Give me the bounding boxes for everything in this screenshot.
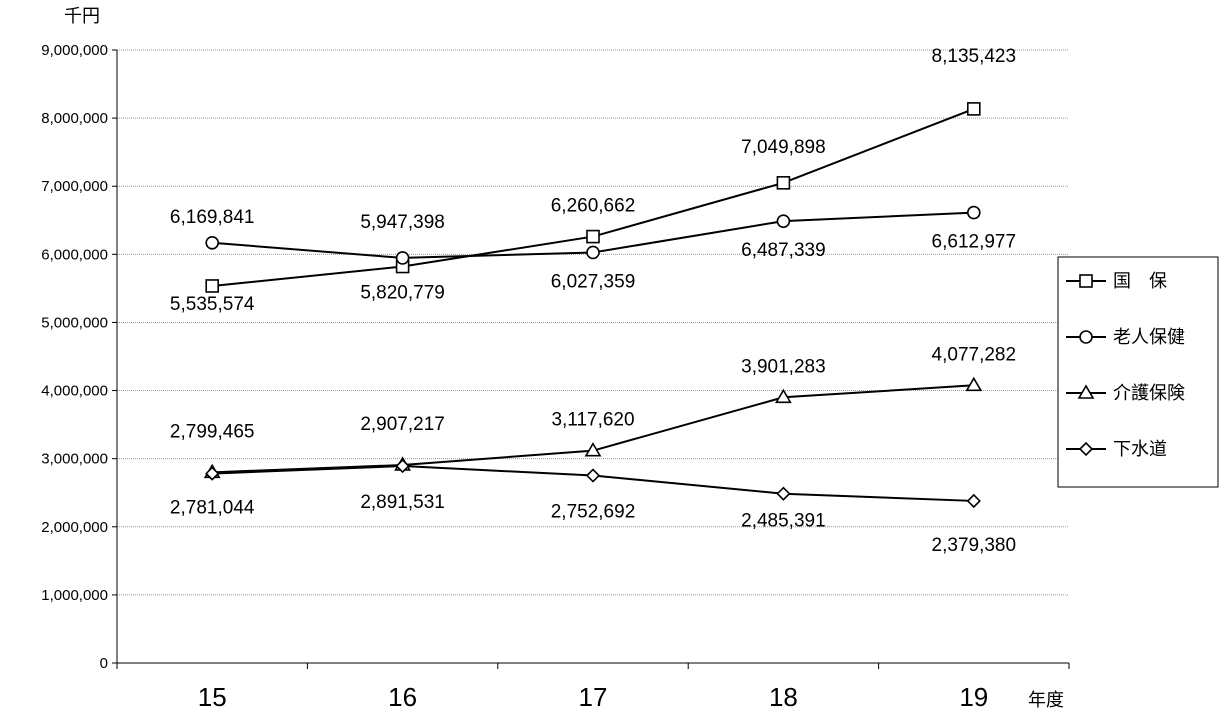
data-point bbox=[584, 442, 602, 457]
data-point bbox=[395, 251, 410, 265]
legend-marker bbox=[1079, 330, 1093, 344]
data-label: 6,487,339 bbox=[741, 240, 826, 261]
y-tick-label: 1,000,000 bbox=[41, 587, 108, 604]
data-point bbox=[205, 279, 219, 293]
grid-lines bbox=[117, 49, 1069, 596]
legend-label: 下水道 bbox=[1113, 439, 1167, 459]
data-labels: 5,535,574 5,820,779 6,260,662 7,049,898 8,13… bbox=[170, 46, 1016, 556]
data-label: 3,901,283 bbox=[741, 356, 826, 377]
legend-label: 介護保険 bbox=[1113, 383, 1185, 403]
legend-marker bbox=[1077, 384, 1095, 399]
legend-item: 国 保 bbox=[1066, 271, 1167, 291]
data-label: 5,947,398 bbox=[360, 212, 445, 233]
axes bbox=[112, 49, 1070, 669]
data-label: 2,891,531 bbox=[360, 492, 445, 513]
data-point bbox=[966, 493, 981, 509]
data-point bbox=[205, 466, 220, 481]
data-point bbox=[395, 458, 410, 474]
y-tick-label: 7,000,000 bbox=[41, 178, 108, 195]
series-4 bbox=[205, 458, 981, 509]
data-point bbox=[966, 102, 981, 116]
data-label: 6,260,662 bbox=[551, 196, 636, 217]
y-axis-unit: 千円 bbox=[64, 6, 100, 26]
x-axis-unit: 年度 bbox=[1028, 690, 1064, 710]
x-tick-label: 15 bbox=[198, 682, 227, 712]
legend-item: 介護保険 bbox=[1066, 383, 1185, 403]
y-tick-label: 4,000,000 bbox=[41, 383, 108, 400]
data-point bbox=[775, 388, 792, 404]
data-label: 2,752,692 bbox=[551, 502, 636, 523]
data-point bbox=[585, 468, 601, 483]
data-point bbox=[776, 214, 791, 228]
data-point bbox=[586, 229, 600, 244]
data-point bbox=[205, 235, 219, 250]
y-tick-label: 0 bbox=[100, 655, 108, 672]
legend-marker bbox=[1079, 274, 1093, 288]
x-tick-labels: 15 16 17 18 19 bbox=[198, 682, 989, 712]
legend-item: 下水道 bbox=[1066, 439, 1167, 459]
y-tick-label: 3,000,000 bbox=[41, 451, 108, 468]
data-label: 2,379,380 bbox=[932, 535, 1017, 556]
data-label: 4,077,282 bbox=[932, 344, 1017, 365]
series-2 bbox=[205, 205, 981, 265]
legend-marker bbox=[1078, 441, 1094, 457]
y-tick-labels: 0 1,000,000 2,000,000 3,000,000 4,000,000 5,0… bbox=[41, 42, 108, 672]
data-label: 3,117,620 bbox=[551, 410, 634, 431]
series-layer bbox=[203, 102, 983, 509]
x-tick-label: 17 bbox=[579, 682, 608, 712]
legend-label: 国 保 bbox=[1113, 271, 1167, 291]
data-label: 8,135,423 bbox=[932, 46, 1017, 67]
y-tick-label: 6,000,000 bbox=[41, 246, 108, 263]
legend-item: 老人保健 bbox=[1066, 327, 1185, 347]
legend-label: 老人保健 bbox=[1113, 327, 1185, 347]
data-label: 2,485,391 bbox=[741, 511, 826, 532]
x-tick-label: 19 bbox=[959, 682, 988, 712]
data-label: 6,027,359 bbox=[551, 271, 636, 292]
y-tick-label: 9,000,000 bbox=[41, 42, 108, 59]
data-label: 2,799,465 bbox=[170, 421, 255, 442]
data-point bbox=[776, 176, 791, 190]
x-tick-label: 18 bbox=[769, 682, 798, 712]
data-label: 2,907,217 bbox=[360, 414, 445, 435]
data-label: 6,169,841 bbox=[170, 207, 255, 228]
y-tick-label: 5,000,000 bbox=[41, 314, 108, 331]
data-label: 7,049,898 bbox=[741, 137, 826, 158]
data-label: 6,612,977 bbox=[932, 232, 1017, 253]
y-tick-label: 2,000,000 bbox=[41, 519, 108, 536]
data-label: 5,820,779 bbox=[360, 283, 445, 304]
data-label: 2,781,044 bbox=[170, 498, 255, 519]
data-point bbox=[966, 205, 981, 220]
y-tick-label: 8,000,000 bbox=[41, 110, 108, 127]
data-point bbox=[586, 245, 600, 260]
data-point bbox=[776, 486, 791, 501]
x-tick-label: 16 bbox=[388, 682, 417, 712]
data-label: 5,535,574 bbox=[170, 294, 255, 315]
data-point bbox=[965, 376, 983, 392]
